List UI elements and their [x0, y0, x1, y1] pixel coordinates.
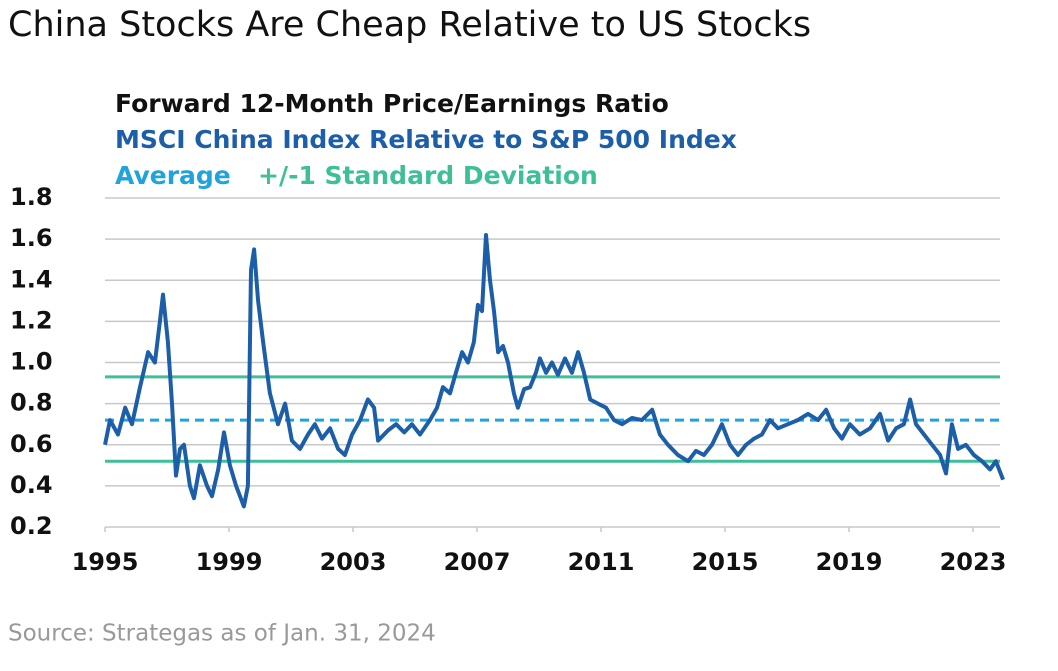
legend-average: Average	[115, 161, 231, 190]
y-tick-label: 0.4	[10, 471, 53, 499]
source-note: Source: Strategas as of Jan. 31, 2024	[8, 621, 436, 647]
y-tick-label: 0.8	[10, 389, 53, 417]
y-tick-label: 0.6	[10, 430, 53, 458]
x-tick-label: 2007	[444, 548, 511, 576]
x-tick-label: 2011	[568, 548, 635, 576]
y-tick-label: 0.2	[10, 512, 53, 540]
chart-title: China Stocks Are Cheap Relative to US St…	[8, 5, 811, 45]
x-tick-label: 2019	[816, 548, 883, 576]
y-tick-label: 1.0	[10, 348, 53, 376]
legend-series: MSCI China Index Relative to S&P 500 Ind…	[115, 125, 737, 154]
y-tick-label: 1.2	[10, 306, 53, 334]
x-tick-label: 2003	[320, 548, 387, 576]
x-tick-label: 1999	[196, 548, 263, 576]
series-line	[103, 233, 1005, 509]
y-tick-label: 1.4	[10, 265, 53, 293]
x-tick-label: 2015	[692, 548, 759, 576]
y-tick-label: 1.6	[10, 224, 53, 252]
chart-subtitle: Forward 12-Month Price/Earnings Ratio	[115, 89, 669, 118]
x-tick-label: 1995	[72, 548, 139, 576]
legend-std-dev: +/-1 Standard Deviation	[258, 161, 598, 190]
x-tick-label: 2023	[940, 548, 1007, 576]
y-tick-label: 1.8	[10, 183, 53, 211]
